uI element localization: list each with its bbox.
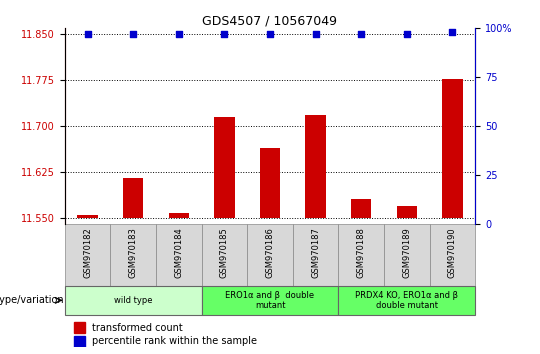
Text: transformed count: transformed count: [92, 323, 183, 333]
Bar: [74, 322, 85, 333]
Bar: [351, 199, 372, 218]
Bar: [247, 224, 293, 286]
Text: GSM970186: GSM970186: [266, 227, 274, 278]
Text: PRDX4 KO, ERO1α and β
double mutant: PRDX4 KO, ERO1α and β double mutant: [355, 291, 458, 310]
Point: [357, 32, 366, 37]
Text: percentile rank within the sample: percentile rank within the sample: [92, 336, 257, 346]
Bar: [201, 224, 247, 286]
Point: [311, 32, 320, 37]
Text: GSM970185: GSM970185: [220, 227, 229, 278]
Text: GSM970182: GSM970182: [83, 227, 92, 278]
Bar: [123, 178, 144, 218]
Bar: [396, 206, 417, 218]
Point: [266, 32, 274, 37]
Bar: [293, 224, 339, 286]
Bar: [214, 117, 235, 218]
Bar: [384, 224, 430, 286]
Text: ERO1α and β  double
mutant: ERO1α and β double mutant: [225, 291, 315, 310]
Bar: [442, 79, 463, 218]
Bar: [339, 224, 384, 286]
Point: [174, 32, 183, 37]
Bar: [74, 336, 85, 347]
Bar: [201, 286, 339, 315]
Point: [220, 32, 229, 37]
Text: wild type: wild type: [114, 296, 152, 305]
Text: GSM970183: GSM970183: [129, 227, 138, 278]
Text: GSM970189: GSM970189: [402, 227, 411, 278]
Text: GSM970190: GSM970190: [448, 227, 457, 278]
Bar: [260, 148, 280, 218]
Text: GSM970184: GSM970184: [174, 227, 183, 278]
Bar: [305, 115, 326, 218]
Bar: [110, 224, 156, 286]
Point: [402, 32, 411, 37]
Text: genotype/variation: genotype/variation: [0, 295, 64, 306]
Bar: [156, 224, 201, 286]
Bar: [430, 224, 475, 286]
Title: GDS4507 / 10567049: GDS4507 / 10567049: [202, 14, 338, 27]
Bar: [65, 224, 110, 286]
Bar: [339, 286, 475, 315]
Bar: [168, 213, 189, 218]
Point: [448, 29, 457, 35]
Point: [129, 32, 138, 37]
Text: GSM970188: GSM970188: [357, 227, 366, 278]
Bar: [65, 286, 201, 315]
Bar: [77, 215, 98, 218]
Text: GSM970187: GSM970187: [311, 227, 320, 278]
Point: [83, 32, 92, 37]
